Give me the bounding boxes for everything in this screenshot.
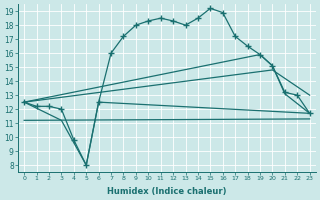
X-axis label: Humidex (Indice chaleur): Humidex (Indice chaleur) — [107, 187, 227, 196]
